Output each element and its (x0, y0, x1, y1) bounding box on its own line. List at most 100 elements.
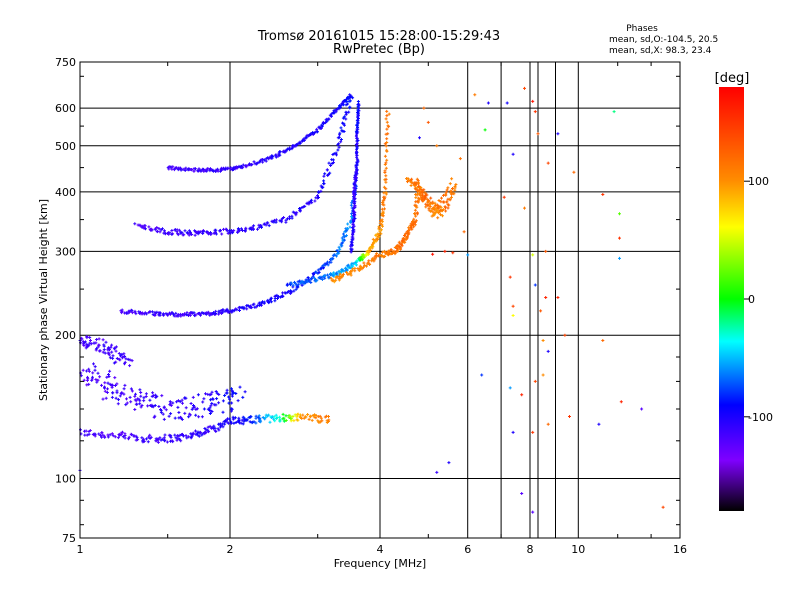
trace-2-point (120, 352, 124, 356)
trace-9-point (440, 196, 443, 200)
trace-3-point (238, 309, 241, 312)
trace-0-point (178, 437, 182, 441)
trace-1-point (87, 369, 91, 373)
trace-6-point (241, 229, 244, 232)
trace-9-point (425, 193, 429, 197)
trace-6-point (231, 231, 235, 235)
trace-9-point (446, 186, 450, 190)
scatter-point-0 (473, 93, 477, 97)
colorbar-tick-label-1: 0 (748, 293, 755, 306)
trace-4-point (285, 282, 289, 286)
trace-5-point (416, 199, 420, 203)
trace-4-point (376, 232, 380, 236)
trace-5-point (370, 259, 374, 263)
scatter-point-29 (546, 349, 550, 353)
trace-6-point (291, 210, 295, 214)
trace-5-point (396, 243, 400, 247)
data-points (78, 86, 665, 514)
trace-5-point (398, 246, 402, 250)
trace-9-point (439, 213, 442, 217)
colorbar (719, 87, 744, 511)
trace-2-point (110, 343, 114, 347)
trace-3-point (269, 300, 273, 304)
trace-6-point (342, 122, 346, 126)
trace-2-point (101, 350, 105, 354)
trace-5-point (380, 254, 383, 257)
trace-2-point (114, 349, 118, 353)
trace-2-point (88, 341, 92, 345)
trace-1-point (91, 375, 94, 379)
trace-8-point (354, 170, 358, 174)
trace-0-point (323, 415, 327, 419)
trace-1-point (142, 396, 146, 400)
trace-9-point (437, 206, 441, 210)
trace-4-point (368, 249, 372, 252)
trace-6-point (214, 232, 218, 236)
trace-7-point (214, 168, 218, 172)
scatter-point-28 (541, 339, 545, 342)
trace-3-point (335, 254, 338, 258)
trace-1-point (210, 402, 214, 405)
scatter-point-27 (556, 296, 560, 299)
trace-1-point (125, 397, 128, 401)
trace-4-point (385, 158, 389, 162)
y-tick-label-200: 200 (55, 329, 76, 342)
trace-3-point (289, 289, 293, 293)
trace-1-point (209, 393, 213, 396)
trace-6-point (307, 202, 311, 206)
trace-7-point (176, 168, 180, 172)
trace-2-point (122, 352, 126, 356)
trace-0-point (238, 421, 242, 425)
trace-0-point (327, 418, 331, 422)
trace-1-point (171, 401, 175, 405)
trace-1-point (209, 404, 213, 408)
trace-1-point (168, 403, 172, 407)
trace-1-point (193, 405, 197, 409)
trace-9-point (444, 209, 448, 213)
trace-1-point (130, 389, 134, 393)
trace-0-point (312, 415, 316, 419)
trace-8-point (349, 247, 353, 251)
trace-0-point (121, 435, 125, 439)
trace-0-point (249, 415, 253, 419)
trace-1-point (221, 399, 225, 403)
trace-5-point (405, 230, 409, 234)
trace-1-point (230, 389, 234, 393)
trace-1-point (116, 402, 120, 406)
trace-6-point (161, 227, 164, 231)
trace-0-point (284, 414, 288, 418)
trace-0-point (196, 433, 200, 437)
trace-1-point (86, 378, 89, 382)
trace-4-point (355, 259, 359, 263)
trace-9-point (426, 200, 430, 204)
trace-3-point (276, 297, 279, 300)
trace-4-point (383, 207, 386, 211)
trace-1-point (142, 399, 146, 403)
trace-0-point (245, 418, 249, 422)
trace-9-point (430, 214, 434, 218)
trace-4-point (384, 177, 388, 181)
trace-9-point (410, 177, 414, 181)
trace-7-point (348, 93, 352, 97)
trace-0-point (254, 414, 258, 418)
trace-1-point (151, 391, 155, 395)
trace-0-point (189, 435, 193, 439)
scatter-point-19 (618, 236, 621, 240)
x-tick-label-6: 6 (464, 543, 471, 556)
scatter-point-32 (480, 373, 484, 377)
trace-4-point (385, 148, 389, 152)
trace-0-point (97, 432, 101, 436)
trace-0-point (157, 437, 161, 441)
chart-subtitle: RwPretec (Bp) (333, 42, 425, 57)
trace-8-point (355, 123, 359, 127)
trace-8-point (355, 157, 359, 161)
trace-1-point (210, 390, 214, 394)
trace-9-point (417, 184, 421, 188)
trace-0-point (231, 415, 235, 419)
trace-1-point (117, 398, 120, 402)
trace-9-point (429, 209, 433, 213)
trace-0-point (199, 431, 203, 435)
trace-5-point (345, 270, 348, 274)
trace-5-point (413, 203, 417, 207)
